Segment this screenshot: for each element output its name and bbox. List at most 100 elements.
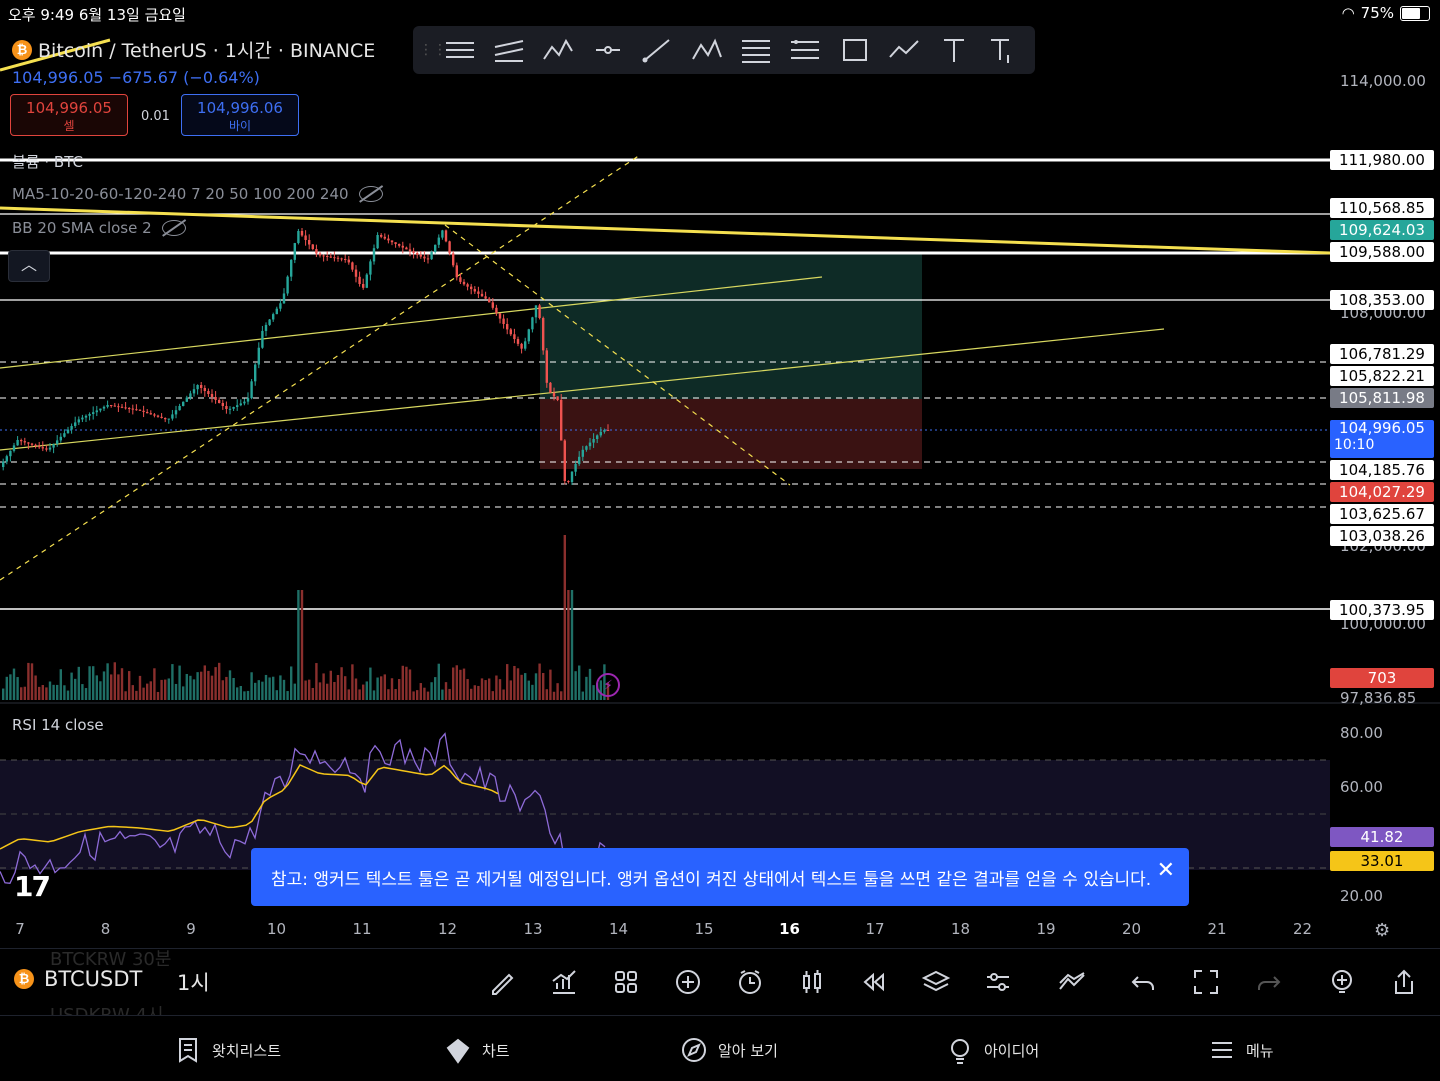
- indicators-button[interactable]: [544, 963, 584, 1001]
- volume-bar: [117, 674, 120, 700]
- channel-line-lower[interactable]: [0, 328, 1165, 451]
- battery-indicator: ◠ 75%: [1342, 4, 1430, 22]
- volume-bar: [304, 680, 307, 700]
- volume-bar: [30, 663, 34, 700]
- volume-bar: [135, 690, 138, 700]
- candle-body: [491, 302, 494, 308]
- ma-indicator-label[interactable]: MA5-10-20-60-120-240 7 20 50 100 200 240: [12, 185, 383, 203]
- candle-body: [189, 393, 192, 398]
- path-tool[interactable]: [880, 26, 929, 74]
- candle-body: [322, 255, 325, 257]
- candle-body: [563, 440, 566, 481]
- redo-button[interactable]: [1248, 963, 1288, 1001]
- text-tool[interactable]: [929, 26, 978, 74]
- volume-bar: [293, 683, 296, 700]
- dashed-trend-line-down[interactable]: [444, 224, 791, 486]
- tab-ideas[interactable]: 아이디어: [946, 1036, 1039, 1064]
- volume-bar: [527, 680, 530, 700]
- add-chart-button[interactable]: [1322, 963, 1362, 1001]
- dashed-trend-line-up[interactable]: [0, 154, 641, 581]
- channel-line-upper[interactable]: [0, 276, 823, 369]
- volume-bar: [538, 663, 541, 700]
- candle-body: [264, 324, 268, 331]
- explore-icon: [682, 1038, 706, 1062]
- settings-sliders-button[interactable]: [978, 963, 1018, 1001]
- tab-menu[interactable]: 메뉴: [1208, 1036, 1274, 1064]
- candle-body: [225, 406, 228, 409]
- candle-body: [527, 329, 530, 342]
- volume-bar: [153, 668, 156, 700]
- collapse-legend-button[interactable]: ︿: [8, 250, 50, 282]
- time-axis[interactable]: 7 8 9 10 11 12 13 14 15 16 17 18 19 20 21 22: [0, 920, 1330, 942]
- layers-button[interactable]: [916, 963, 956, 1001]
- horizontal-lines-tool[interactable]: [435, 26, 484, 74]
- candle-body: [549, 382, 552, 393]
- chart-symbol-title[interactable]: ₿ Bitcoin / TetherUS · 1시간 · BINANCE: [12, 36, 375, 63]
- fib-channel-tool[interactable]: [781, 26, 830, 74]
- templates-icon: [615, 971, 637, 993]
- templates-button[interactable]: [606, 963, 646, 1001]
- candle-body: [444, 230, 448, 242]
- alert-button[interactable]: [730, 963, 770, 1001]
- candle-body: [174, 410, 178, 415]
- long-position-loss-zone[interactable]: [540, 399, 922, 469]
- pencil-button[interactable]: [482, 963, 522, 1001]
- volume-bar: [462, 668, 466, 700]
- fullscreen-icon: [1194, 970, 1218, 994]
- fib-retracement-tool[interactable]: [731, 26, 780, 74]
- yellow-trend-line-top[interactable]: [0, 38, 111, 72]
- drag-handle-icon[interactable]: ⋮⋮: [419, 42, 447, 58]
- volume-bar: [423, 687, 426, 700]
- candle-body: [131, 408, 134, 410]
- bitcoin-icon: ₿: [14, 969, 34, 989]
- volume-bar: [120, 668, 124, 700]
- close-icon[interactable]: ✕: [1156, 858, 1175, 883]
- elliott-wave-tool[interactable]: [534, 26, 583, 74]
- share-button[interactable]: [1384, 963, 1424, 1001]
- candle-body: [84, 415, 88, 418]
- timeframe-selector[interactable]: 1시: [177, 971, 210, 995]
- tab-chart[interactable]: 차트: [444, 1036, 510, 1064]
- candle-body: [556, 396, 559, 400]
- price-chart-canvas[interactable]: [0, 0, 1440, 948]
- volume-bar: [138, 675, 142, 700]
- volume-bar: [369, 667, 372, 700]
- candle-type-button[interactable]: [792, 963, 832, 1001]
- lightning-icon[interactable]: ⚡: [596, 673, 620, 697]
- eye-off-icon[interactable]: [161, 220, 186, 236]
- volume-indicator-label[interactable]: 볼륨 · BTC: [12, 151, 83, 172]
- tab-watchlist[interactable]: 왓치리스트: [174, 1036, 281, 1064]
- add-button[interactable]: [668, 963, 708, 1001]
- symbol-selector[interactable]: ₿ BTCUSDT: [14, 967, 142, 991]
- long-position-profit-zone[interactable]: [540, 254, 922, 399]
- yellow-trend-line-resistance[interactable]: [0, 206, 1331, 255]
- rsi-tick: 20.00: [1340, 887, 1383, 905]
- price-label: 105,811.98: [1330, 388, 1434, 408]
- buy-button[interactable]: 104,996.06 바이: [181, 94, 299, 136]
- volume-bar: [124, 691, 127, 700]
- replay-button[interactable]: [854, 963, 894, 1001]
- bb-indicator-label[interactable]: BB 20 SMA close 2: [12, 219, 186, 237]
- anchored-text-tool[interactable]: [978, 26, 1027, 74]
- sell-button[interactable]: 104,996.05 셀: [10, 94, 128, 136]
- undo-button[interactable]: [1124, 963, 1164, 1001]
- price-label: 110,568.85: [1330, 198, 1434, 218]
- parallel-channel-tool[interactable]: [484, 26, 533, 74]
- fullscreen-button[interactable]: [1186, 963, 1226, 1001]
- horizontal-ray-tool[interactable]: [583, 26, 632, 74]
- volume-bar: [315, 663, 318, 700]
- compare-button[interactable]: [1052, 963, 1092, 1001]
- volume-bar: [477, 685, 480, 700]
- trend-line-tool[interactable]: [633, 26, 682, 74]
- rectangle-tool[interactable]: [830, 26, 879, 74]
- tab-bar: 왓치리스트 차트 알아 보기 아이디어 메뉴: [0, 1015, 1440, 1081]
- tab-explore[interactable]: 알아 보기: [680, 1036, 778, 1064]
- volume-bar: [246, 690, 250, 700]
- eye-off-icon[interactable]: [358, 186, 383, 202]
- volume-bar: [588, 668, 592, 700]
- candle-body: [250, 381, 253, 399]
- abcd-pattern-tool[interactable]: [682, 26, 731, 74]
- gear-icon[interactable]: ⚙: [1374, 920, 1391, 941]
- rsi-indicator-label[interactable]: RSI 14 close: [12, 716, 104, 734]
- candle-body: [146, 412, 149, 414]
